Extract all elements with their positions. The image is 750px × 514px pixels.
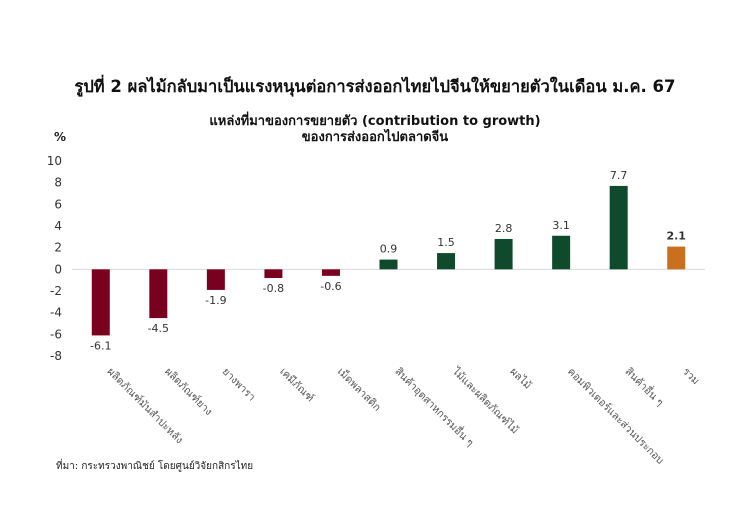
- figure-title: รูปที่ 2 ผลไม้กลับมาเป็นแรงหนุนต่อการส่ง…: [74, 77, 676, 96]
- bar: [264, 269, 283, 278]
- y-tick-label: -8: [50, 349, 62, 363]
- bar: [149, 269, 168, 319]
- y-tick-label: 6: [54, 197, 62, 211]
- bar: [494, 239, 513, 270]
- chart-title: แหล่งที่มาของการขยายตัว (contribution to…: [0, 114, 750, 146]
- x-tick-label: ยางพารา: [220, 366, 258, 404]
- chart-title-line1: แหล่งที่มาของการขยายตัว (contribution to…: [209, 114, 541, 129]
- bar: [91, 269, 110, 336]
- value-label: -6.1: [90, 339, 111, 352]
- bar: [667, 246, 686, 270]
- x-tick-label: คอมพิวเตอร์และส่วนประกอบ: [565, 365, 667, 467]
- x-tick-label: ผลิตภัณฑ์ยาง: [162, 365, 215, 418]
- value-label: 3.1: [552, 219, 570, 232]
- value-label: -0.6: [320, 280, 341, 293]
- bar: [206, 269, 225, 290]
- value-label: 1.5: [437, 236, 455, 249]
- y-tick-label: 4: [54, 219, 62, 233]
- bar: [379, 259, 398, 270]
- bar: [321, 269, 340, 276]
- x-tick-label: เคมีภัณฑ์: [277, 365, 317, 405]
- value-label: 7.7: [610, 169, 628, 182]
- y-tick-label: 8: [54, 176, 62, 190]
- value-label: 2.1: [666, 230, 686, 243]
- y-tick-label: -6: [50, 327, 62, 341]
- bar: [552, 235, 571, 270]
- value-label: -4.5: [148, 322, 169, 335]
- x-tick-label: เม็ดพลาสติก: [335, 364, 385, 414]
- bar: [609, 185, 628, 270]
- y-tick-label: -2: [50, 284, 62, 298]
- value-label: -1.9: [205, 294, 226, 307]
- y-axis-unit: %: [54, 130, 67, 144]
- bar: [437, 253, 456, 270]
- y-tick-label: 2: [54, 241, 62, 255]
- x-tick-label: สินค้าอื่น ๆ: [623, 364, 668, 409]
- x-tick-label: ผลไม้: [507, 365, 534, 392]
- value-label: 2.8: [495, 222, 513, 235]
- value-label: 0.9: [380, 243, 398, 256]
- chart-title-line2: ของการส่งออกไปตลาดจีน: [301, 130, 449, 145]
- value-label: -0.8: [263, 282, 284, 295]
- y-tick-label: 0: [54, 262, 62, 276]
- y-tick-label: 10: [47, 154, 62, 168]
- x-tick-label: รวม: [680, 366, 702, 388]
- y-tick-label: -4: [50, 306, 62, 320]
- source-note: ที่มา: กระทรวงพาณิชย์ โดยศูนย์วิจัยกสิกร…: [56, 461, 254, 472]
